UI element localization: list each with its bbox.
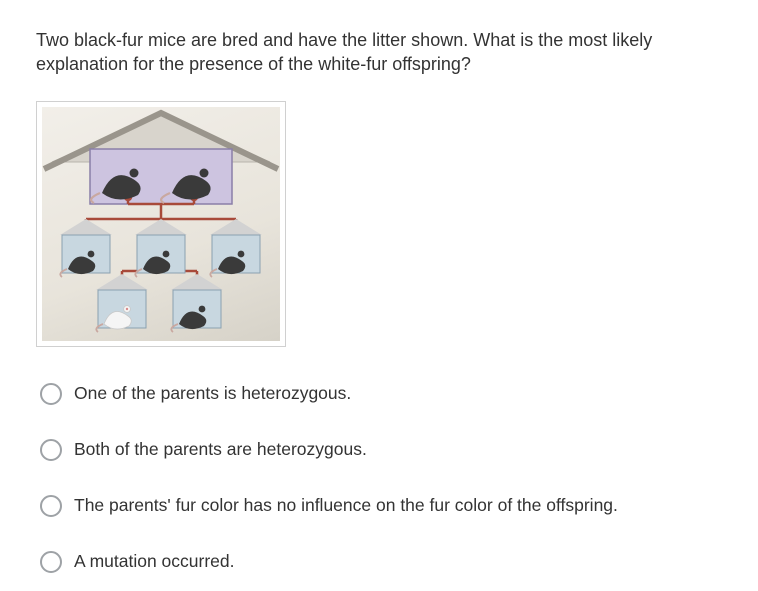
radio-icon — [40, 551, 62, 573]
option-label: A mutation occurred. — [74, 551, 235, 572]
pedigree-figure — [42, 107, 280, 341]
radio-icon — [40, 383, 62, 405]
option-d[interactable]: A mutation occurred. — [40, 551, 722, 573]
pedigree-svg — [42, 107, 280, 341]
option-label: Both of the parents are heterozygous. — [74, 439, 367, 460]
radio-icon — [40, 439, 62, 461]
radio-icon — [40, 495, 62, 517]
option-b[interactable]: Both of the parents are heterozygous. — [40, 439, 722, 461]
option-label: One of the parents is heterozygous. — [74, 383, 351, 404]
figure-frame — [36, 101, 286, 347]
option-label: The parents' fur color has no influence … — [74, 495, 618, 516]
question-text: Two black-fur mice are bred and have the… — [36, 28, 722, 77]
option-c[interactable]: The parents' fur color has no influence … — [40, 495, 722, 517]
option-a[interactable]: One of the parents is heterozygous. — [40, 383, 722, 405]
options-group: One of the parents is heterozygous. Both… — [40, 383, 722, 573]
